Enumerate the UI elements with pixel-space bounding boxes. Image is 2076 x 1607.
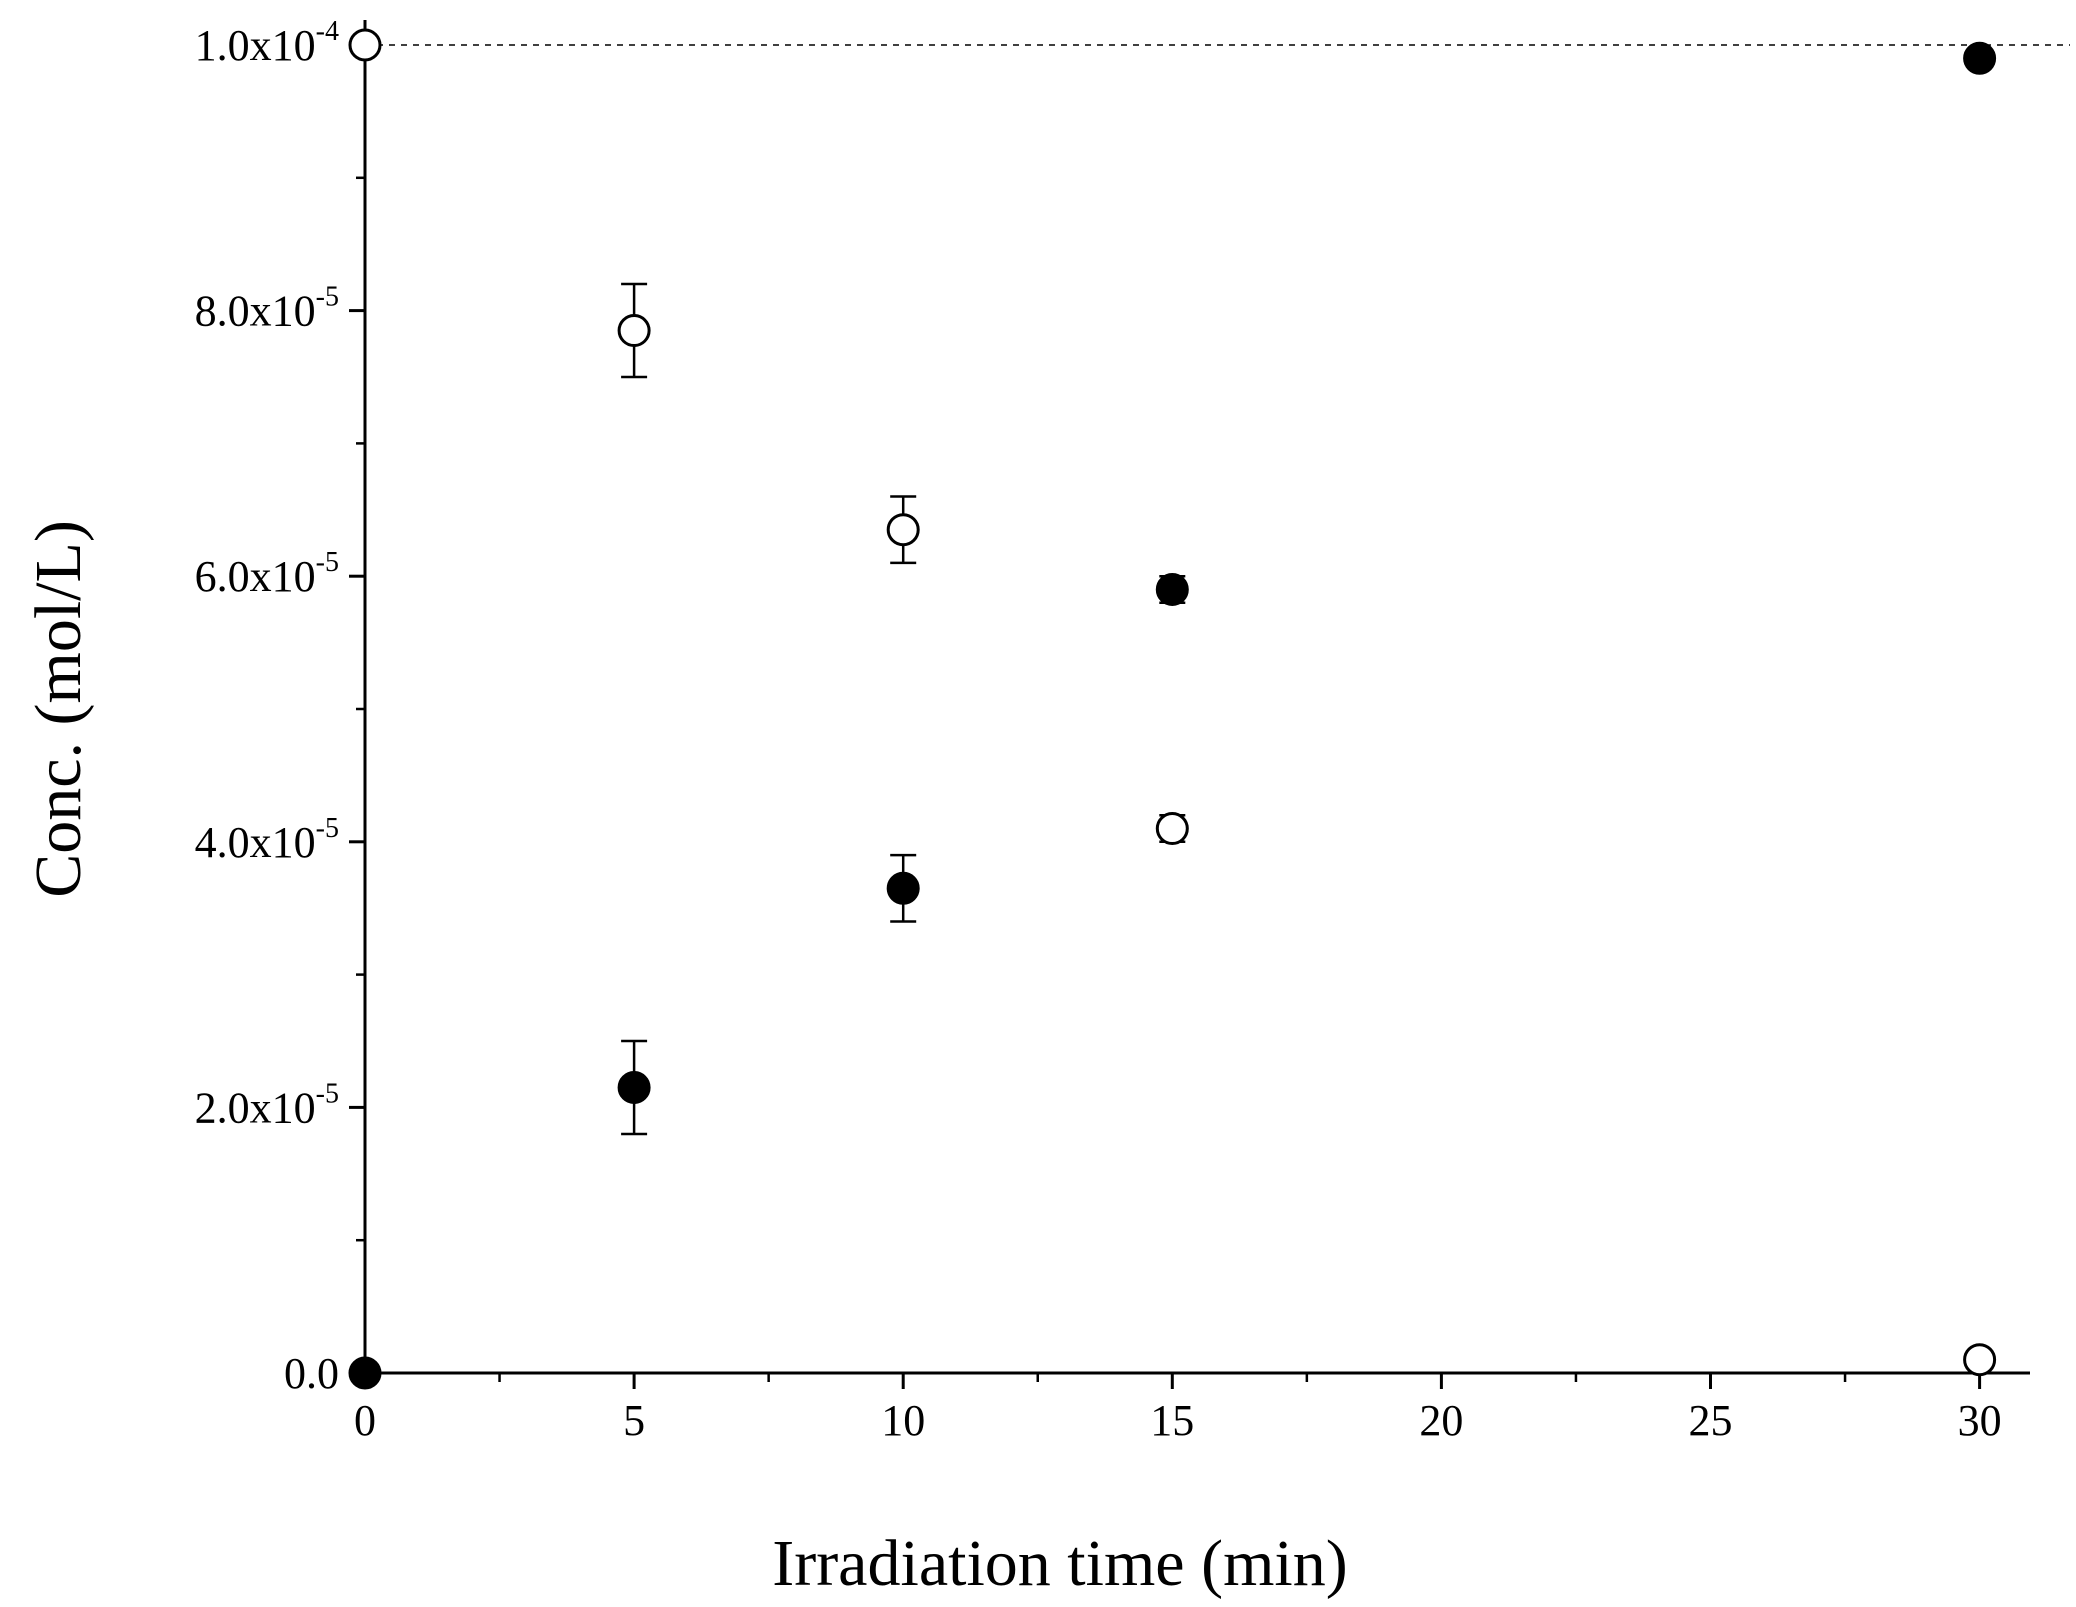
- data-point-filled: [617, 1070, 651, 1104]
- y-tick-label: 2.0x10-5: [195, 1078, 339, 1132]
- data-point-open: [886, 513, 920, 547]
- x-tick-label: 5: [623, 1396, 645, 1445]
- x-tick-label: 0: [354, 1396, 376, 1445]
- x-tick-label: 20: [1419, 1396, 1463, 1445]
- y-tick-label: 6.0x10-5: [195, 547, 339, 601]
- data-point-open: [617, 314, 651, 348]
- data-point-open: [348, 28, 382, 62]
- x-axis-title: Irradiation time (min): [772, 1527, 1347, 1600]
- data-point-filled: [1155, 572, 1189, 606]
- y-axis-title: Conc. (mol/L): [22, 520, 95, 898]
- x-tick-label: 30: [1958, 1396, 2002, 1445]
- y-tick-label: 4.0x10-5: [195, 813, 339, 867]
- x-tick-label: 15: [1150, 1396, 1194, 1445]
- data-point-open: [1963, 1343, 1997, 1377]
- y-tick-label: 0.0: [284, 1349, 339, 1398]
- data-point-filled: [1963, 41, 1997, 75]
- x-tick-label: 25: [1689, 1396, 1733, 1445]
- y-tick-label: 8.0x10-5: [195, 282, 339, 336]
- data-point-filled: [348, 1356, 382, 1390]
- data-point-open: [1155, 812, 1189, 846]
- x-tick-label: 10: [881, 1396, 925, 1445]
- data-point-filled: [886, 871, 920, 905]
- y-tick-label: 1.0x10-4: [195, 16, 339, 70]
